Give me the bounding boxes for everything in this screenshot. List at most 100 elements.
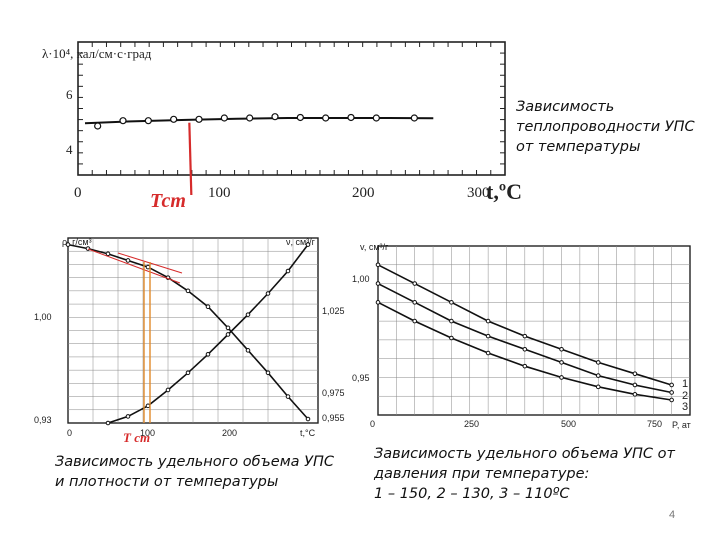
chart3-frame	[377, 245, 691, 416]
caption-bl-line-2: и плотности от температуры	[55, 474, 279, 490]
caption-bl-line-1: Зависимость удельного объема УПС	[55, 454, 334, 470]
chart3-series-2-point	[559, 360, 564, 365]
chart2-series-2-point	[145, 403, 151, 409]
chart3-series-3-point	[559, 375, 564, 380]
chart1-point	[372, 114, 380, 122]
chart2-tangent-1	[87, 248, 181, 284]
chart3-xlabel: P, ат	[672, 420, 691, 430]
chart3-series-2-point	[595, 373, 601, 378]
chart3-series-3-point	[485, 350, 491, 356]
chart3-series-2-point	[522, 346, 528, 352]
chart2-series-2-point	[185, 370, 191, 376]
chart1-point	[144, 117, 152, 125]
chart2-series-1-point	[225, 325, 231, 331]
chart1-point	[410, 114, 418, 122]
chart2-series-1-point	[285, 394, 291, 399]
caption-br-line-3: 1 – 150, 2 – 130, 3 – 110ºС	[374, 486, 570, 502]
chart2-series-2-point	[285, 268, 291, 274]
chart2-xlabel: t,°C	[300, 428, 316, 438]
chart3-series-3-label: 3	[682, 401, 688, 413]
chart2-ylabel: ρ, г/см³	[62, 237, 92, 247]
chart3-series-1-point	[669, 382, 674, 388]
chart2-series-2-point	[305, 242, 311, 247]
chart1-point	[271, 113, 279, 121]
chart3-xtick-label: 750	[647, 419, 662, 429]
chart2-series-2-point	[245, 312, 251, 317]
caption-top-line-1: Зависимость	[516, 99, 615, 115]
chart2-ytick-label: 0,93	[34, 415, 52, 425]
chart3-xtick-label: 250	[464, 419, 479, 429]
chart2-series-2-point	[265, 291, 271, 296]
chart2-series-1-point	[205, 304, 211, 310]
chart2-y2tick-label: 0,955	[322, 413, 345, 423]
chart1-xtick-label: 0	[74, 185, 82, 201]
chart1-point	[347, 113, 355, 122]
page-number: 4	[669, 509, 676, 521]
chart2-series-2-point	[225, 332, 231, 337]
chart3-series-2-label: 2	[682, 390, 688, 402]
chart1-frame	[77, 41, 506, 176]
caption-bottom-right: Зависимость удельного объема УПС от давл…	[374, 444, 675, 504]
chart1-tst-label: Тст	[150, 190, 186, 212]
chart3-series-3-point	[449, 335, 454, 341]
chart3-series-1-point	[412, 281, 418, 286]
chart1-ylabel: λ·10⁴, кал/см·с·град	[42, 46, 152, 61]
chart1-point	[119, 117, 127, 125]
chart3-series-2-point	[669, 390, 674, 395]
chart3-series-1-point	[449, 300, 454, 305]
chart1-point	[322, 114, 330, 122]
chart1-point	[170, 115, 178, 123]
chart1-tst-line	[188, 122, 193, 196]
caption-top-line-2: теплопроводности УПС	[516, 119, 695, 135]
chart3-xtick-label: 500	[561, 419, 576, 429]
chart2-xtick-label: 200	[222, 428, 237, 438]
chart2-series-1-line	[67, 243, 309, 420]
chart2-ytick-label: 1,00	[34, 312, 52, 322]
chart3-series-3-point	[522, 363, 528, 369]
chart3-ytick-label: 0,95	[352, 373, 370, 383]
chart1-xlabel: t,ºC	[486, 179, 522, 204]
chart2-xtick-label: 100	[140, 428, 155, 438]
chart3-series-1-label: 1	[682, 378, 688, 390]
chart2-series-1-point	[305, 416, 311, 422]
chart2-series-1-point	[145, 264, 151, 270]
caption-br-line-1: Зависимость удельного объема УПС от	[374, 446, 675, 462]
chart3-series-3-point	[595, 384, 601, 390]
chart2-y2tick-label: 0,975	[322, 388, 345, 398]
chart3-series-3-point	[375, 300, 381, 305]
chart2-series-2-point	[205, 351, 211, 357]
chart3-ylabel: v, см³/г	[360, 242, 389, 252]
chart3-ytick-label: 0	[370, 419, 375, 429]
chart3-series-3-point	[632, 392, 638, 397]
caption-br-line-2: давления при температуре:	[374, 466, 590, 482]
chart2-xtick-label: 0	[67, 428, 72, 438]
caption-top: Зависимость теплопроводности УПС от темп…	[516, 97, 695, 157]
chart2-y2label: ν, см³/г	[286, 237, 316, 247]
chart1-point	[94, 122, 102, 130]
chart1-xtick-label: 200	[352, 185, 375, 201]
chart2-tst-label: Т ст	[123, 430, 150, 445]
chart1-point	[195, 115, 203, 123]
chart1-curve	[84, 117, 434, 125]
chart3-series-2-point	[375, 281, 381, 286]
chart2-series-2-point	[125, 414, 131, 419]
chart2-series-1-point	[265, 370, 271, 376]
chart3-series-1-point	[632, 371, 638, 376]
chart1-xtick-label: 100	[208, 185, 231, 201]
chart3-series-2-point	[632, 382, 638, 388]
chart3-series-1-point	[595, 360, 601, 365]
chart3-series-2-point	[412, 300, 418, 305]
chart1-ytick-label: 6	[66, 87, 73, 102]
chart2-series-1-point	[105, 251, 111, 257]
caption-bottom-left: Зависимость удельного объема УПС и плотн…	[55, 452, 334, 492]
chart3-series-1-point	[375, 262, 381, 268]
chart2-series-1-point	[245, 348, 251, 353]
chart2-series-2-point	[165, 387, 171, 393]
caption-top-line-3: от температуры	[516, 139, 641, 155]
chart1-xtick-label: 300	[467, 185, 490, 201]
chart2-series-2-line	[107, 244, 309, 424]
chart1-point	[296, 113, 304, 122]
chart1-point	[246, 114, 254, 122]
chart1-ytick-label: 4	[66, 142, 73, 157]
